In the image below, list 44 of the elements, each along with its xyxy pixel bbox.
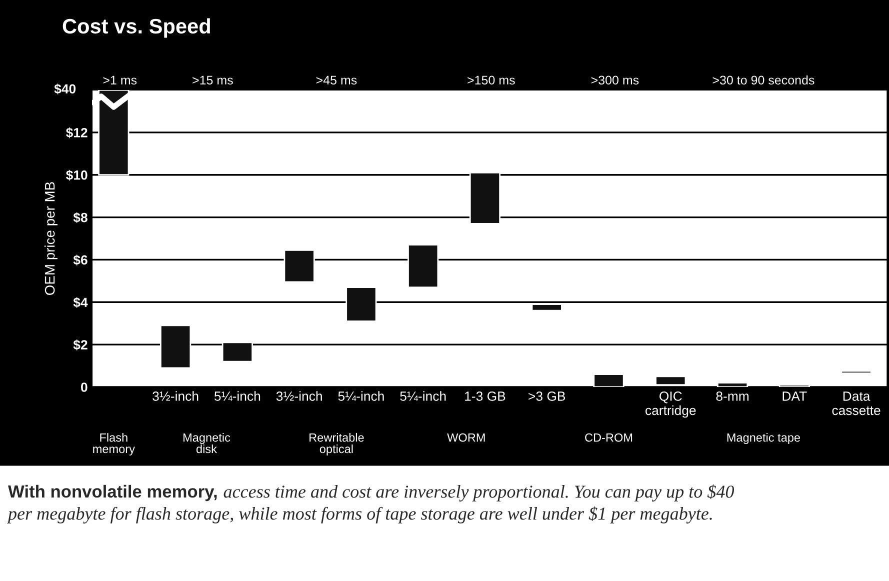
- bar: [160, 324, 192, 369]
- y-tick-label: $6: [73, 254, 88, 266]
- y-tick-label: $8: [73, 212, 88, 224]
- bar: [531, 304, 562, 312]
- bar: [284, 249, 315, 283]
- x-tick-label: 5¼-inch: [400, 391, 446, 401]
- x-tick-label: 5¼-inch: [214, 391, 260, 401]
- bar: [408, 244, 439, 288]
- y-tick-label: $12: [66, 127, 88, 138]
- text: >150 ms: [468, 76, 515, 85]
- text: With nonvolatile memory,: [8, 484, 217, 502]
- bar: [346, 286, 377, 322]
- bar: [222, 342, 253, 362]
- x-tick-label: DAT: [782, 392, 807, 401]
- y-tick-label: 0: [81, 382, 88, 392]
- x-tick-label: QIC cartridge: [646, 392, 696, 418]
- text: >30 to 90 seconds: [712, 75, 814, 85]
- x-tick-label: 5¼-inch: [338, 391, 384, 401]
- y-tick-label: $2: [73, 340, 88, 350]
- bar: [840, 370, 872, 374]
- bar: [469, 172, 501, 224]
- text: Rewritable optical: [310, 433, 364, 456]
- x-tick-label: >3 GB: [528, 392, 566, 401]
- text: WORM: [447, 433, 485, 442]
- chart-title: Cost vs. Speed: [62, 18, 210, 38]
- text: >1 ms: [103, 76, 137, 85]
- text: >45 ms: [316, 76, 357, 85]
- x-tick-label: 8-mm: [716, 392, 748, 401]
- text: >300 ms: [591, 76, 639, 85]
- x-tick-label: 3½-inch: [152, 391, 198, 401]
- text: Magnetic disk: [184, 433, 230, 454]
- x-tick-label: Data cassette: [832, 392, 880, 416]
- text: access time and cost are inversely proportional. You can pay up to $40: [224, 484, 734, 502]
- text: Flash memory: [93, 433, 135, 456]
- y-axis-title: OEM price per MB: [44, 182, 58, 295]
- text: CD-ROM: [585, 433, 632, 442]
- text: Magnetic tape: [727, 433, 800, 444]
- y-tick-label: $4: [73, 297, 88, 308]
- y-tick-label: $10: [66, 170, 88, 181]
- x-tick-label: 1-3 GB: [465, 392, 506, 401]
- text: per megabyte for flash storage, while most forms of tape storage are well under $1 per megabyte.: [6, 506, 712, 524]
- text: >15 ms: [192, 76, 233, 85]
- text: $40: [54, 84, 76, 94]
- x-tick-label: 3½-inch: [276, 391, 322, 401]
